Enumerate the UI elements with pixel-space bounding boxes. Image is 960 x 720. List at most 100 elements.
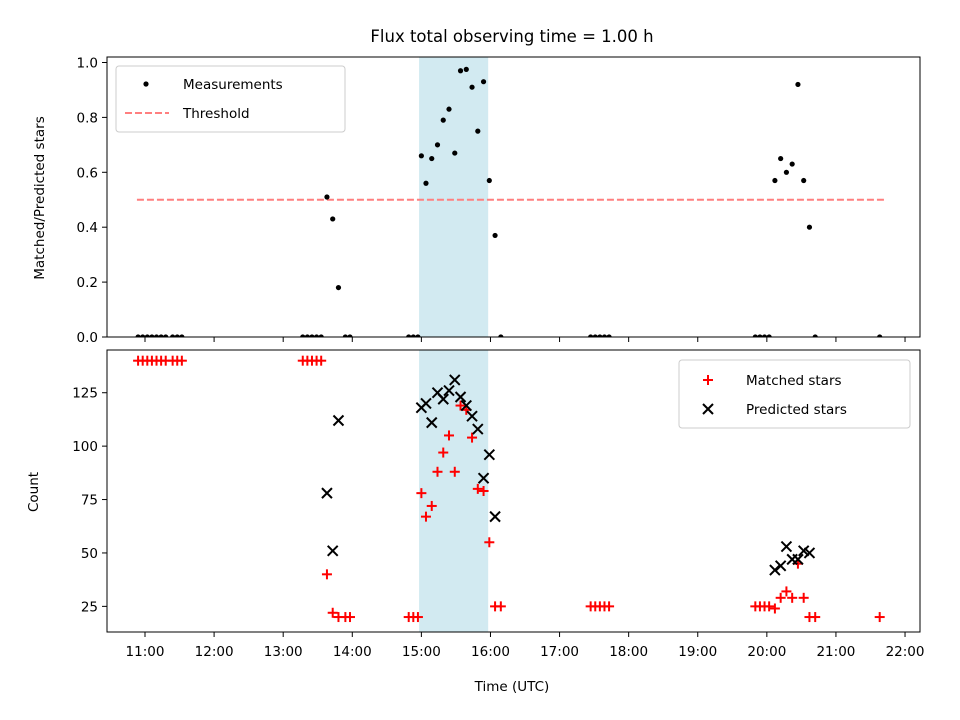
matched-star-marker [495,601,506,612]
measurement-point [463,66,469,72]
predicted-star-marker-b [792,553,804,566]
legend-predicted-label: Predicted stars [746,402,847,418]
x-tick-label: 11:00 [126,644,165,660]
measurement-point [304,334,310,337]
predicted-star-marker-b [483,448,496,461]
x-tick-label: 15:00 [402,644,441,660]
predicted-star-marker-b [437,393,449,405]
matched-star-marker [327,607,338,618]
measurement-point [783,169,790,175]
predicted-star-marker [454,391,467,403]
measurement-point [469,84,475,90]
measurement-point [812,334,818,337]
measurement-point [335,284,342,291]
predicted-star-marker-b [774,560,787,572]
predicted-star-marker [769,564,781,576]
legend-measurements-marker [143,81,149,87]
measurement-point [795,81,801,88]
measurement-point [415,334,421,337]
predicted-star-marker-b [769,564,781,576]
top-highlight-span [419,57,489,337]
bottom-axes-frame [106,349,921,633]
predicted-star-marker [774,560,787,572]
measurement-point [418,153,424,159]
measurement-point [342,334,348,337]
legend-measurements-label: Measurements [183,77,283,93]
x-axis-label: Time (UTC) [474,679,550,695]
measurement-point [318,334,324,337]
matched-star-marker [444,430,455,441]
x-tick-label: 21:00 [816,644,855,660]
chart-title: Flux total observing time = 1.00 h [370,27,653,46]
measurement-point [440,117,446,123]
x-tick-label: 22:00 [886,644,925,660]
x-tick-label: 12:00 [195,644,234,660]
measurement-point [761,334,768,337]
measurement-point [144,334,150,337]
matched-star-marker [426,500,437,511]
predicted-star-marker-b [797,545,810,557]
x-tick-label: 19:00 [678,644,717,660]
top-y-tick-label: 0.8 [77,110,98,126]
predicted-star-marker-b [460,399,472,412]
matched-star-marker [781,586,792,597]
predicted-star-marker-b [803,547,816,559]
predicted-star-marker-b [489,510,501,523]
predicted-star-marker [460,399,472,412]
measurement-point [406,334,412,337]
measurement-point [163,334,169,337]
predicted-star-marker [437,393,449,405]
x-tick-label: 18:00 [609,644,648,660]
legend-matched-label: Matched stars [746,373,842,389]
matched-star-marker [810,612,821,623]
measurement-point [446,106,452,112]
top-panel: 0.0 0.2 0.4 0.6 0.8 1.0 Measurements Threshold [77,55,921,346]
predicted-star-marker-b [420,397,432,410]
matched-star-marker [416,488,427,499]
predicted-star-marker-b [449,374,461,386]
matched-star-marker [769,603,780,614]
measurement-point [149,334,155,337]
legend-frame [115,65,346,133]
measurement-point [140,334,146,337]
measurement-point [806,224,813,230]
top-y-tick-label: 0.0 [77,330,98,346]
x-tick-label: 14:00 [333,644,372,660]
bottom-y-axis-label: Count [26,472,42,512]
measurement-point [877,334,883,337]
predicted-star-marker [443,384,455,397]
measurement-point [588,334,594,337]
predicted-star-marker-b [426,416,438,429]
predicted-star-marker-b [477,472,490,484]
top-y-axis-label: Matched/Predicted stars [32,116,48,279]
bottom-y-tick-label: 50 [81,546,98,562]
measurement-point [170,334,176,337]
predicted-star-marker [326,545,339,557]
matched-star-marker [472,483,483,494]
bottom-highlight-span [419,350,489,632]
predicted-star-marker [426,416,438,429]
measurement-point [592,334,598,337]
measurement-point [153,334,160,337]
measurement-point [158,334,164,337]
top-y-tick-label: 0.6 [77,165,98,181]
bottom-legend: Matched stars Predicted stars [678,359,911,429]
measurement-point [434,142,441,148]
legend-threshold-label: Threshold [182,106,250,122]
matched-star-marker [764,601,775,612]
matched-star-marker [412,612,423,623]
predicted-star-marker-b [780,540,793,553]
predicted-star-marker-b [332,414,345,427]
measurement-point [135,334,141,337]
matched-star-marker [432,466,443,477]
predicted-star-marker-b [454,391,467,403]
measurement-point [324,194,330,200]
bottom-y-tick-label: 75 [81,493,98,509]
matched-star-marker [604,601,615,612]
matched-star-marker [874,612,885,623]
matched-star-marker [787,592,798,603]
x-tick-label: 16:00 [471,644,510,660]
matched-star-marker [420,511,431,522]
predicted-star-marker [321,487,333,499]
matched-star-marker [176,355,187,366]
